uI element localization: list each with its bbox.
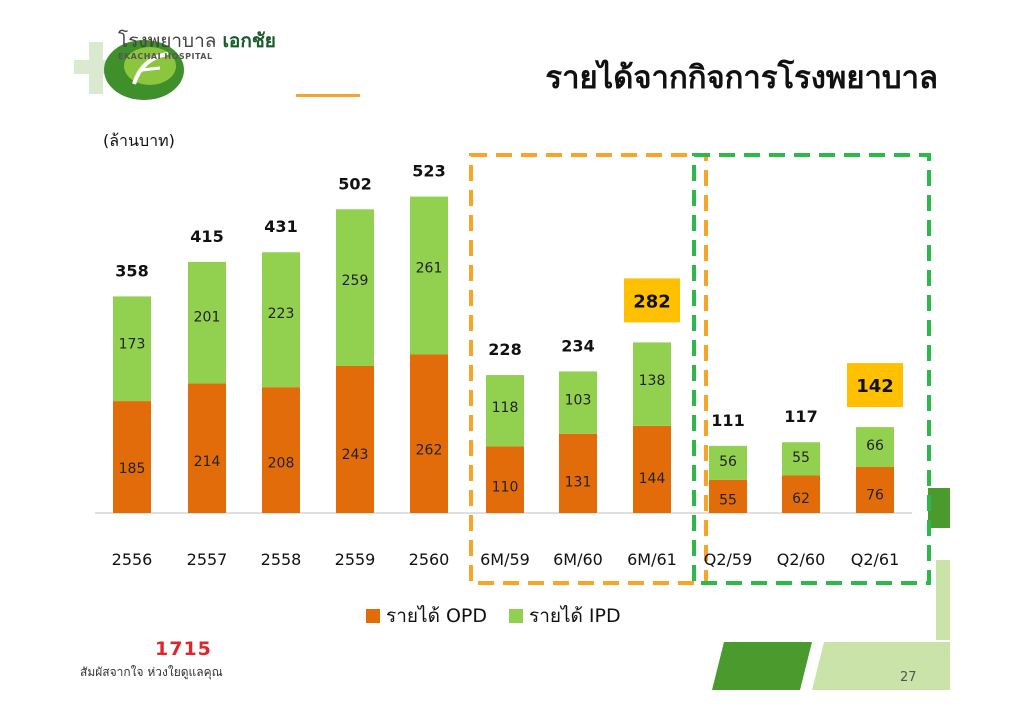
label-opd-2558: 208 — [268, 456, 295, 472]
legend-label-ipd: รายได้ IPD — [528, 605, 621, 627]
unit-label: (ล้านบาท) — [103, 131, 175, 150]
bar-ipd-6M/61 — [633, 342, 671, 426]
category-label-Q2/60: Q2/60 — [777, 550, 826, 569]
bar-opd-Q2/59 — [709, 479, 747, 513]
label-ipd-Q2/60: 55 — [792, 450, 810, 466]
page-number: 27 — [900, 670, 917, 685]
logo-name-en: EKACHAI HOSPITAL — [118, 52, 213, 61]
category-label-Q2/61: Q2/61 — [851, 550, 900, 569]
category-label-2558: 2558 — [261, 550, 302, 569]
legend-swatch-ipd — [508, 609, 523, 623]
page-title: รายได้จากกิจการโรงพยาบาล — [545, 60, 938, 96]
label-opd-2556: 185 — [119, 461, 146, 477]
total-label-2558: 431 — [264, 217, 297, 236]
bar-ipd-2556 — [113, 296, 151, 402]
label-ipd-2558: 223 — [268, 306, 295, 322]
total-label-Q2/59: 111 — [711, 411, 744, 430]
legend-item-opd: รายได้ OPD — [366, 601, 487, 631]
total-label-6M/61: 282 — [633, 291, 671, 312]
label-opd-Q2/59: 55 — [719, 493, 737, 509]
label-opd-2557: 214 — [194, 454, 221, 470]
bar-opd-6M/61 — [633, 425, 671, 513]
legend-item-ipd: รายได้ IPD — [508, 601, 621, 631]
label-opd-Q2/61: 76 — [866, 488, 884, 504]
legend-swatch-opd — [366, 609, 380, 623]
label-ipd-2560: 261 — [416, 261, 443, 277]
bar-ipd-Q2/60 — [782, 442, 820, 476]
bar-ipd-6M/59 — [486, 375, 524, 447]
label-ipd-6M/60: 103 — [565, 392, 592, 408]
bar-ipd-2557 — [188, 261, 226, 384]
label-ipd-2556: 173 — [119, 337, 146, 353]
label-ipd-Q2/61: 66 — [866, 438, 884, 454]
label-opd-2560: 262 — [416, 443, 443, 459]
bar-opd-Q2/60 — [782, 475, 820, 513]
bar-ipd-2558 — [262, 252, 300, 388]
decorative-bars — [712, 488, 950, 690]
category-label-6M/60: 6M/60 — [553, 550, 603, 569]
highlight-box-6M/61 — [624, 278, 680, 323]
total-label-2556: 358 — [115, 261, 148, 280]
bar-ipd-6M/60 — [559, 371, 597, 434]
bar-ipd-2559 — [336, 209, 374, 366]
bar-opd-2558 — [262, 387, 300, 513]
label-opd-6M/61: 144 — [639, 471, 666, 487]
highlight-box-Q2/61 — [847, 363, 903, 408]
group-box-0 — [469, 153, 708, 585]
label-opd-Q2/60: 62 — [792, 491, 810, 507]
legend: รายได้ OPD รายได้ IPD — [366, 601, 621, 631]
bar-opd-6M/59 — [486, 446, 524, 513]
bar-opd-6M/60 — [559, 433, 597, 513]
category-label-Q2/59: Q2/59 — [704, 550, 753, 569]
total-label-2560: 523 — [412, 162, 445, 181]
footer-logo: 1715 — [155, 638, 212, 660]
category-label-6M/61: 6M/61 — [627, 550, 677, 569]
bar-ipd-2560 — [410, 196, 448, 355]
label-opd-6M/60: 131 — [565, 474, 592, 490]
label-ipd-2557: 201 — [194, 310, 221, 326]
bar-opd-2559 — [336, 365, 374, 513]
label-ipd-2559: 259 — [342, 273, 369, 289]
total-label-6M/60: 234 — [561, 336, 594, 355]
label-ipd-6M/59: 118 — [492, 400, 519, 416]
category-label-2560: 2560 — [409, 550, 450, 569]
bar-ipd-Q2/61 — [856, 427, 894, 468]
footer-slogan: สัมผัสจากใจ ห่วงใยดูแลคุณ — [80, 665, 223, 679]
label-opd-2559: 243 — [342, 447, 369, 463]
total-label-6M/59: 228 — [488, 340, 521, 359]
bar-ipd-Q2/59 — [709, 445, 747, 480]
category-label-6M/59: 6M/59 — [480, 550, 530, 569]
bar-opd-2557 — [188, 383, 226, 513]
logo-name-th: โรงพยาบาล เอกชัย — [118, 30, 276, 52]
hospital-logo — [74, 40, 360, 100]
legend-label-opd: รายได้ OPD — [386, 605, 487, 627]
total-label-2557: 415 — [190, 227, 223, 246]
total-label-2559: 502 — [338, 174, 371, 193]
total-label-Q2/61: 142 — [856, 376, 894, 397]
total-label-Q2/60: 117 — [784, 407, 817, 426]
bar-opd-Q2/61 — [856, 467, 894, 513]
category-label-2557: 2557 — [187, 550, 228, 569]
bar-opd-2560 — [410, 354, 448, 513]
label-ipd-6M/61: 138 — [639, 373, 666, 389]
category-label-2556: 2556 — [112, 550, 153, 569]
group-box-1 — [692, 153, 931, 585]
label-opd-6M/59: 110 — [492, 479, 519, 495]
bar-opd-2556 — [113, 401, 151, 513]
label-ipd-Q2/59: 56 — [719, 454, 737, 470]
category-label-2559: 2559 — [335, 550, 376, 569]
